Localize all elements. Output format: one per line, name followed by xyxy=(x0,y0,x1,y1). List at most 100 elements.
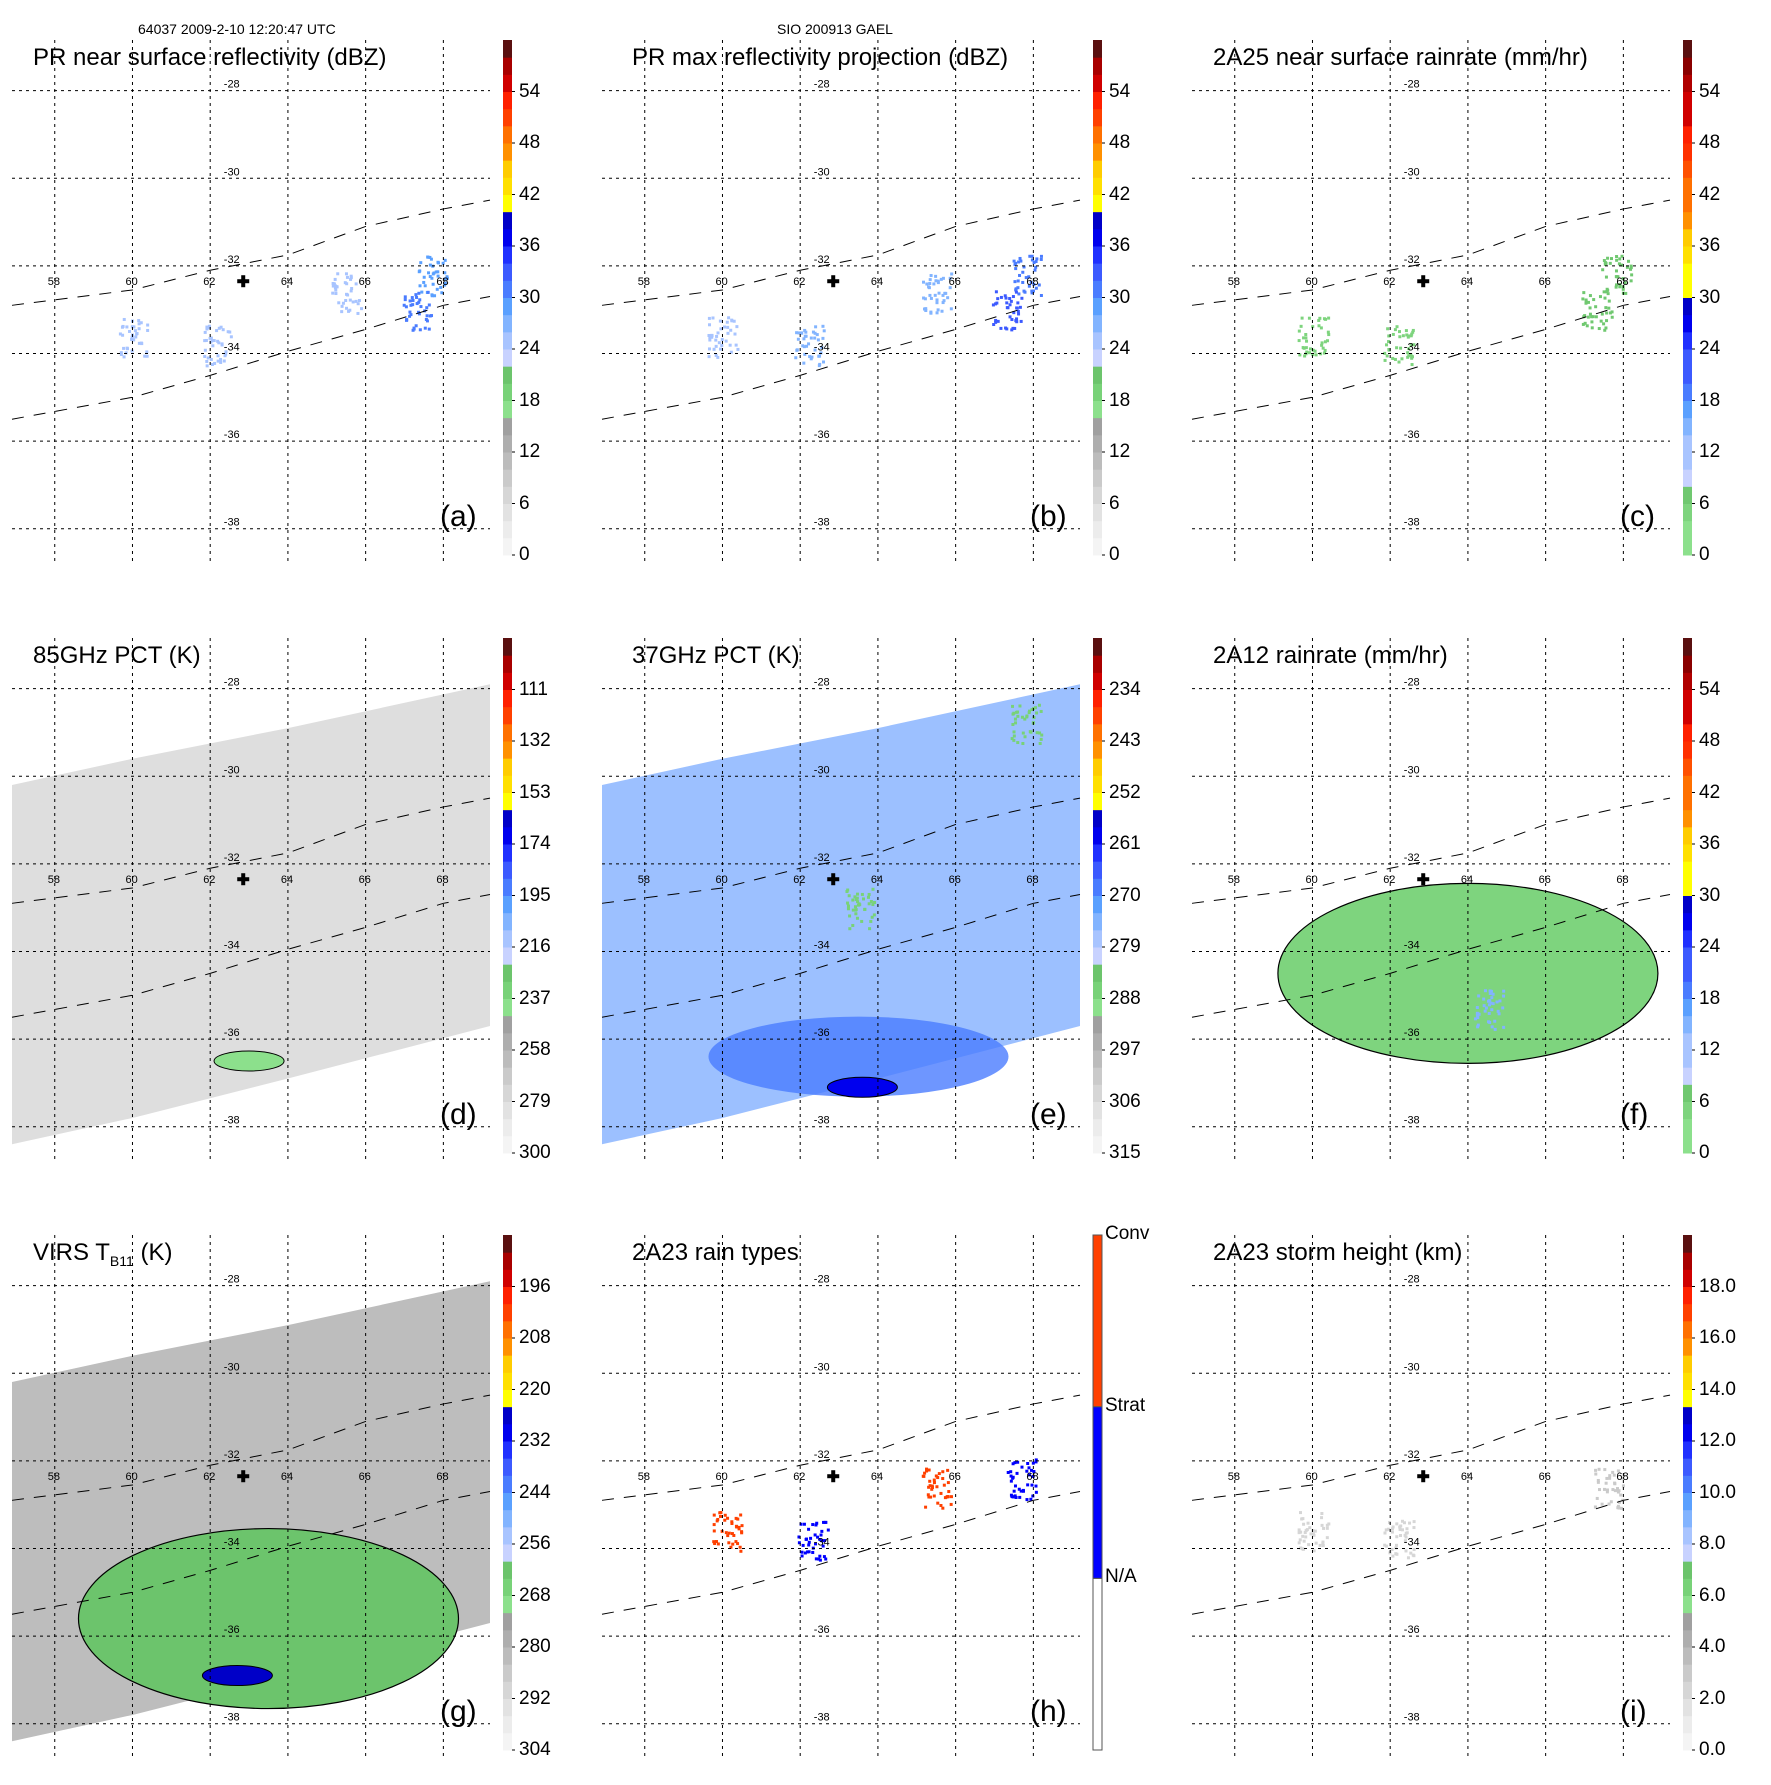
data-pixel xyxy=(356,302,360,306)
data-pixel xyxy=(870,915,874,919)
colorbar-segment xyxy=(503,1732,512,1751)
panel-label: (h) xyxy=(1030,1695,1067,1728)
data-pixel xyxy=(1297,1541,1301,1545)
pr-swath-north-edge xyxy=(1191,1394,1671,1501)
data-pixel xyxy=(805,1550,809,1554)
data-pixel xyxy=(336,272,340,276)
lat-tick-label: -34 xyxy=(224,1536,240,1548)
data-pixel xyxy=(794,356,798,360)
data-pixel xyxy=(1323,340,1327,344)
colorbar-segment xyxy=(1093,91,1102,110)
data-pixel xyxy=(1299,1530,1303,1534)
data-pixel xyxy=(871,887,875,891)
colorbar-segment xyxy=(1093,689,1102,708)
data-pixel xyxy=(1496,1009,1500,1013)
colorbar-segment xyxy=(1683,775,1692,793)
data-pixel xyxy=(1303,1531,1307,1535)
data-pixel xyxy=(720,337,724,341)
data-pixel xyxy=(941,301,945,305)
data-pixel xyxy=(1594,1468,1598,1472)
data-pixel xyxy=(922,296,926,300)
data-pixel xyxy=(856,892,860,896)
colorbar-tick-label: 256 xyxy=(519,1533,551,1554)
data-pixel xyxy=(800,1554,804,1558)
data-pixel xyxy=(813,336,817,340)
data-pixel xyxy=(1015,306,1019,310)
pr-swath-south-edge xyxy=(11,296,491,420)
data-pixel xyxy=(808,355,812,359)
lon-tick-label: 62 xyxy=(203,276,215,288)
data-pixel xyxy=(1021,1488,1025,1492)
data-pixel xyxy=(811,330,815,334)
data-pixel xyxy=(1302,1539,1306,1543)
colorbar-tick-label: 268 xyxy=(519,1584,551,1606)
lon-tick-label: 58 xyxy=(48,874,60,886)
data-pixel xyxy=(948,276,952,280)
data-pixel xyxy=(333,277,337,281)
colorbar-segment xyxy=(1683,929,1692,948)
colorbar-segment xyxy=(503,263,512,281)
data-pixel xyxy=(729,1545,733,1549)
data-pixel xyxy=(441,261,445,265)
data-pixel xyxy=(710,333,714,337)
colorbar-segment xyxy=(503,366,512,384)
data-pixel xyxy=(1501,1006,1505,1010)
data-pixel xyxy=(937,291,941,295)
colorbar-segment xyxy=(1093,655,1102,673)
data-pixel xyxy=(1004,296,1008,300)
colorbar-tick-label: 30 xyxy=(1699,884,1721,906)
pr-swath-south-edge xyxy=(1191,1491,1671,1615)
data-pixel xyxy=(712,347,716,351)
colorbar-segment xyxy=(1683,1441,1692,1459)
data-pixel xyxy=(1490,996,1494,1000)
colorbar-tick-label: 8.0 xyxy=(1699,1533,1726,1554)
data-pixel xyxy=(1613,1489,1617,1493)
data-pixel xyxy=(824,1557,828,1561)
data-pixel xyxy=(1031,289,1035,293)
lon-tick-label: 60 xyxy=(1305,874,1317,886)
lon-tick-label: 60 xyxy=(1305,1471,1317,1483)
panel-f: 2A12 rainrate (mm/hr) -28 -30 -32 -34 -36 -38 5… xyxy=(1180,598,1770,1188)
data-pixel xyxy=(145,354,149,358)
lat-tick-label: -30 xyxy=(814,764,830,776)
colorbar-segment xyxy=(503,947,512,965)
data-pixel xyxy=(1391,1525,1395,1529)
colorbar-segment xyxy=(1093,263,1102,281)
storm-center-marker xyxy=(827,873,840,886)
data-pixel xyxy=(1302,1522,1306,1526)
data-pixel xyxy=(716,1517,720,1521)
data-pixel xyxy=(1612,1473,1616,1477)
colorbar-tick-label: 244 xyxy=(519,1481,551,1503)
data-pixel xyxy=(739,1513,743,1517)
data-pixel xyxy=(1391,1554,1395,1558)
data-pixel xyxy=(846,904,850,908)
pr-swath-north-edge xyxy=(11,797,491,904)
data-pixel xyxy=(210,362,214,366)
colorbar-segment xyxy=(1093,1015,1102,1034)
data-pixel xyxy=(730,1532,734,1536)
data-pixel xyxy=(717,341,721,345)
colorbar-segment xyxy=(503,331,512,350)
colorbar-tick-label: 54 xyxy=(1699,80,1721,102)
data-pixel xyxy=(929,311,933,315)
data-pixel xyxy=(443,271,447,275)
colorbar-segment xyxy=(1093,1050,1102,1068)
data-pixel xyxy=(207,324,211,328)
colorbar-segment xyxy=(1093,981,1102,999)
data-pixel xyxy=(932,1494,936,1498)
lat-tick-label: -28 xyxy=(814,1274,830,1286)
data-pixel xyxy=(1034,286,1038,290)
colorbar-tick-label: 0 xyxy=(1699,544,1710,565)
lon-tick-label: 58 xyxy=(48,276,60,288)
data-pixel xyxy=(950,272,954,276)
data-pixel xyxy=(1302,336,1306,340)
data-pixel xyxy=(408,314,412,318)
data-pixel xyxy=(1593,1505,1597,1509)
data-pixel xyxy=(1035,711,1039,715)
data-pixel xyxy=(1602,259,1606,263)
data-pixel xyxy=(1326,339,1330,343)
data-pixel xyxy=(1023,717,1027,721)
data-pixel xyxy=(219,360,223,364)
lon-tick-label: 66 xyxy=(949,874,961,886)
colorbar-segment xyxy=(1093,1135,1102,1154)
